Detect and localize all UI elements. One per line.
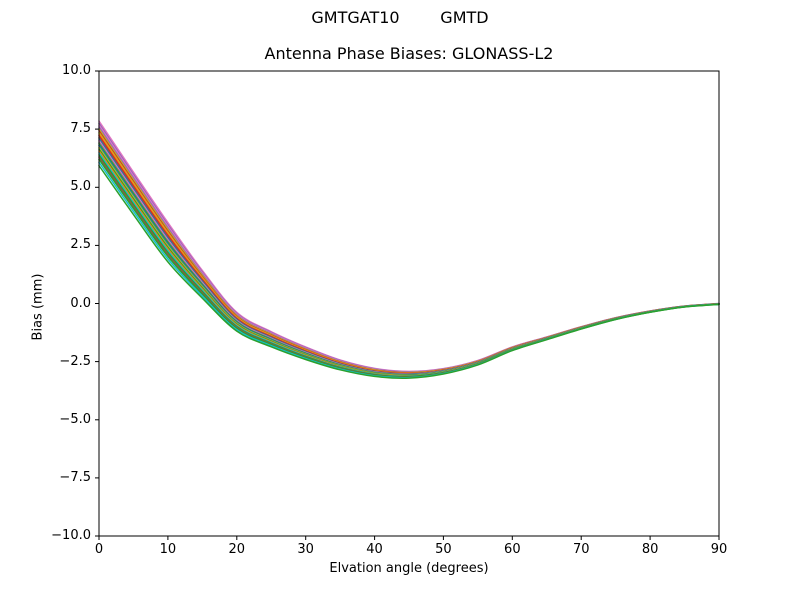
- x-tick-label: 30: [297, 542, 314, 557]
- x-tick-label: 0: [94, 542, 104, 557]
- y-tick-label: −5.0: [59, 411, 91, 427]
- bias-curve-2: [98, 122, 720, 373]
- y-tick-label: 10.0: [62, 63, 91, 78]
- x-tick-label: 90: [710, 542, 728, 557]
- bias-curve-1: [98, 120, 720, 373]
- bias-curve-4: [98, 126, 720, 374]
- x-tick-label: 40: [366, 542, 383, 557]
- y-tick-label: −10.0: [51, 528, 91, 543]
- y-tick-label: −2.5: [59, 353, 91, 369]
- bias-curve-7: [98, 131, 720, 374]
- bias-curve-5: [98, 128, 720, 374]
- x-tick-label: 10: [159, 542, 177, 557]
- x-tick-label: 80: [641, 542, 659, 557]
- y-tick-label: −7.5: [59, 469, 91, 485]
- x-tick-label: 60: [504, 542, 521, 557]
- bias-curve-3: [98, 124, 720, 373]
- figure-suptitle: GMTGAT10 GMTD: [311, 8, 489, 27]
- x-tick-label: 50: [435, 542, 452, 557]
- y-tick-label: 5.0: [70, 179, 91, 195]
- chart-title: Antenna Phase Biases: GLONASS-L2: [264, 44, 554, 63]
- bias-curve-9: [98, 134, 720, 375]
- x-tick-label: 70: [572, 542, 590, 557]
- y-tick-label: 0.0: [70, 295, 91, 311]
- axes-frame: [98, 70, 720, 537]
- y-tick-label: 7.5: [70, 121, 91, 137]
- x-axis-label: Elvation angle (degrees): [329, 561, 489, 576]
- x-tick-label: 20: [228, 542, 246, 557]
- y-axis-label-text: Bias (mm): [30, 273, 46, 341]
- bias-curve-24: [98, 164, 720, 379]
- bias-curve-8: [98, 133, 720, 375]
- bias-curve-6: [98, 130, 720, 374]
- y-tick-label: 2.5: [70, 237, 91, 253]
